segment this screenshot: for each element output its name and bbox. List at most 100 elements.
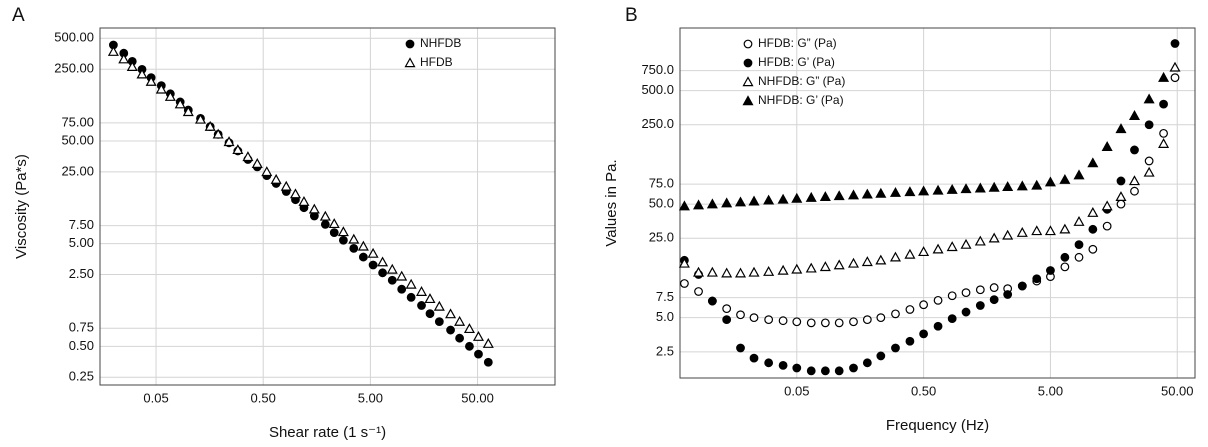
data-point bbox=[748, 195, 760, 206]
data-point bbox=[1170, 39, 1180, 48]
data-point bbox=[974, 182, 986, 193]
data-point bbox=[805, 191, 817, 202]
y-tick-label: 5.0 bbox=[656, 309, 674, 324]
data-point bbox=[289, 188, 301, 199]
x-tick-label: 5.00 bbox=[1038, 383, 1063, 398]
data-point bbox=[820, 366, 830, 376]
data-point bbox=[406, 292, 416, 302]
data-point bbox=[1031, 179, 1043, 190]
data-point bbox=[974, 235, 986, 246]
data-point bbox=[182, 106, 194, 117]
data-point bbox=[680, 279, 689, 288]
data-point bbox=[1060, 262, 1070, 272]
data-point bbox=[174, 98, 186, 109]
data-point bbox=[749, 353, 759, 363]
data-point bbox=[1128, 175, 1141, 186]
data-point bbox=[425, 309, 435, 319]
data-point bbox=[1101, 141, 1113, 151]
data-point bbox=[1144, 156, 1154, 166]
x-tick-label: 50.00 bbox=[461, 390, 494, 405]
data-point bbox=[707, 296, 717, 306]
plot-frame bbox=[99, 27, 556, 386]
x-axis-title: Shear rate (1 s⁻¹) bbox=[269, 424, 386, 441]
y-tick-label: 50.00 bbox=[61, 132, 94, 147]
data-point bbox=[777, 264, 789, 275]
legend-label: NHFDB bbox=[420, 36, 461, 50]
data-point bbox=[678, 257, 690, 268]
data-point bbox=[933, 295, 943, 305]
data-point bbox=[706, 266, 718, 277]
data-point bbox=[1102, 221, 1112, 231]
data-point bbox=[319, 210, 331, 221]
data-point bbox=[434, 317, 444, 327]
data-point bbox=[889, 251, 901, 262]
data-point bbox=[722, 315, 732, 325]
data-point bbox=[833, 190, 845, 201]
data-point bbox=[889, 186, 901, 197]
data-point bbox=[1031, 225, 1043, 236]
data-point bbox=[722, 304, 732, 314]
data-point bbox=[693, 266, 705, 277]
data-point bbox=[463, 323, 475, 334]
x-tick-label: 50.00 bbox=[1161, 383, 1194, 398]
data-point bbox=[424, 293, 436, 304]
data-point bbox=[1046, 266, 1055, 275]
data-point bbox=[849, 317, 858, 327]
data-point bbox=[706, 198, 718, 209]
data-point bbox=[1059, 173, 1071, 184]
data-point bbox=[155, 83, 167, 94]
data-point bbox=[337, 226, 349, 237]
data-point bbox=[1101, 200, 1113, 211]
data-point bbox=[1158, 138, 1170, 148]
data-point bbox=[472, 330, 484, 341]
y-axis-title: Viscosity (Pa*s) bbox=[13, 154, 30, 259]
data-point bbox=[932, 184, 944, 195]
data-point bbox=[1016, 226, 1028, 237]
data-point bbox=[1115, 191, 1127, 202]
data-point bbox=[320, 219, 330, 229]
data-point bbox=[298, 195, 310, 206]
y-tick-label: 250.00 bbox=[54, 61, 94, 76]
data-point bbox=[357, 240, 369, 251]
data-point bbox=[223, 136, 235, 147]
data-point bbox=[736, 310, 745, 320]
y-tick-label: 2.5 bbox=[656, 343, 674, 358]
data-point bbox=[1169, 61, 1181, 72]
data-point bbox=[338, 235, 348, 245]
legend-marker bbox=[742, 76, 754, 87]
data-point bbox=[946, 183, 958, 194]
data-point bbox=[833, 259, 845, 270]
data-point bbox=[847, 257, 860, 268]
data-point bbox=[433, 300, 445, 311]
data-point bbox=[876, 351, 886, 361]
data-point bbox=[862, 315, 872, 325]
y-tick-label: 2.50 bbox=[69, 266, 94, 281]
data-point bbox=[1003, 290, 1013, 299]
data-point bbox=[377, 256, 389, 267]
data-point bbox=[947, 291, 957, 301]
legend-marker bbox=[742, 95, 754, 106]
data-point bbox=[975, 301, 985, 310]
panel-label: A bbox=[12, 5, 25, 26]
y-tick-label: 500.00 bbox=[54, 30, 94, 45]
data-point bbox=[1087, 206, 1099, 217]
data-point bbox=[387, 275, 397, 285]
data-point bbox=[748, 266, 760, 277]
data-point bbox=[849, 363, 858, 373]
data-point bbox=[329, 228, 339, 238]
legend-label: NHFDB: G” (Pa) bbox=[758, 74, 845, 88]
data-point bbox=[946, 241, 958, 252]
data-point bbox=[1002, 181, 1014, 192]
data-point bbox=[328, 218, 340, 229]
data-point bbox=[308, 203, 320, 214]
data-point bbox=[778, 360, 788, 370]
data-point bbox=[960, 238, 972, 249]
data-point bbox=[280, 180, 292, 191]
data-point bbox=[405, 278, 417, 289]
data-point bbox=[1044, 176, 1056, 187]
data-point bbox=[947, 314, 957, 324]
data-point bbox=[1016, 180, 1028, 191]
data-point bbox=[933, 321, 943, 331]
data-point bbox=[270, 173, 282, 184]
